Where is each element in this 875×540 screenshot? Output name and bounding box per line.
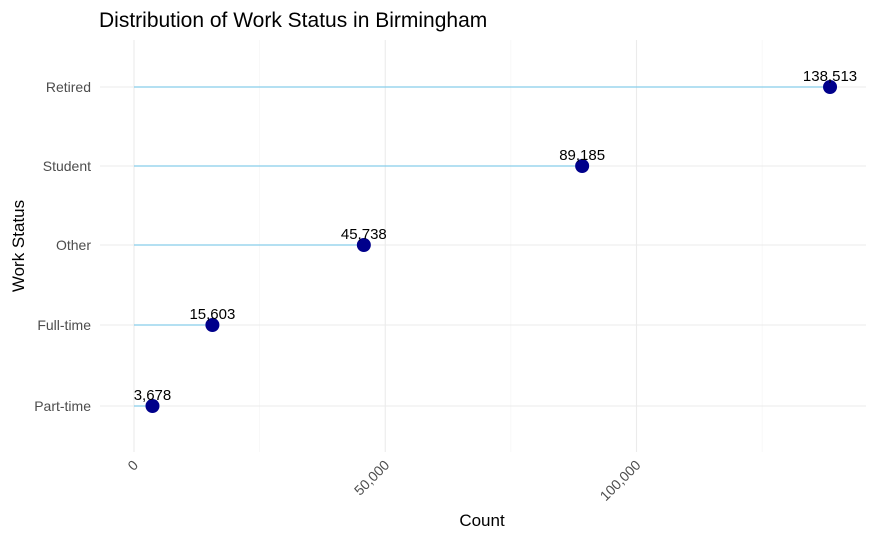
- y-tick-label: Other: [56, 237, 91, 253]
- grid-lines: [100, 40, 866, 452]
- x-tick-label: 0: [124, 457, 141, 474]
- y-tick-label: Student: [43, 158, 91, 174]
- lollipop-point: [205, 318, 220, 332]
- y-axis-title: Work Status: [9, 200, 28, 292]
- chart-title: Distribution of Work Status in Birmingha…: [99, 9, 487, 32]
- lollipop-point: [356, 238, 371, 252]
- x-tick-label: 50,000: [351, 457, 393, 499]
- x-axis-title: Count: [459, 511, 505, 530]
- lollipop-stems: [134, 86, 831, 407]
- lollipop-points: [145, 80, 838, 413]
- data-label: 15,603: [189, 306, 235, 323]
- y-tick-label: Retired: [46, 79, 91, 95]
- x-axis-labels: 0 50,000 100,000: [124, 457, 643, 504]
- data-label: 3,678: [134, 387, 172, 404]
- x-tick-label: 100,000: [597, 457, 644, 504]
- lollipop-point: [823, 80, 838, 94]
- lollipop-point: [575, 159, 590, 173]
- lollipop-point: [145, 399, 160, 413]
- data-labels: 3,678 15,603 45,738 89,185 138,513: [134, 68, 857, 404]
- y-axis-labels: Part-time Full-time Other Student Retired: [34, 79, 91, 414]
- y-tick-label: Full-time: [37, 317, 91, 333]
- y-tick-label: Part-time: [34, 398, 91, 414]
- data-label: 45,738: [341, 226, 387, 243]
- data-label: 89,185: [559, 147, 605, 164]
- data-label: 138,513: [803, 68, 857, 85]
